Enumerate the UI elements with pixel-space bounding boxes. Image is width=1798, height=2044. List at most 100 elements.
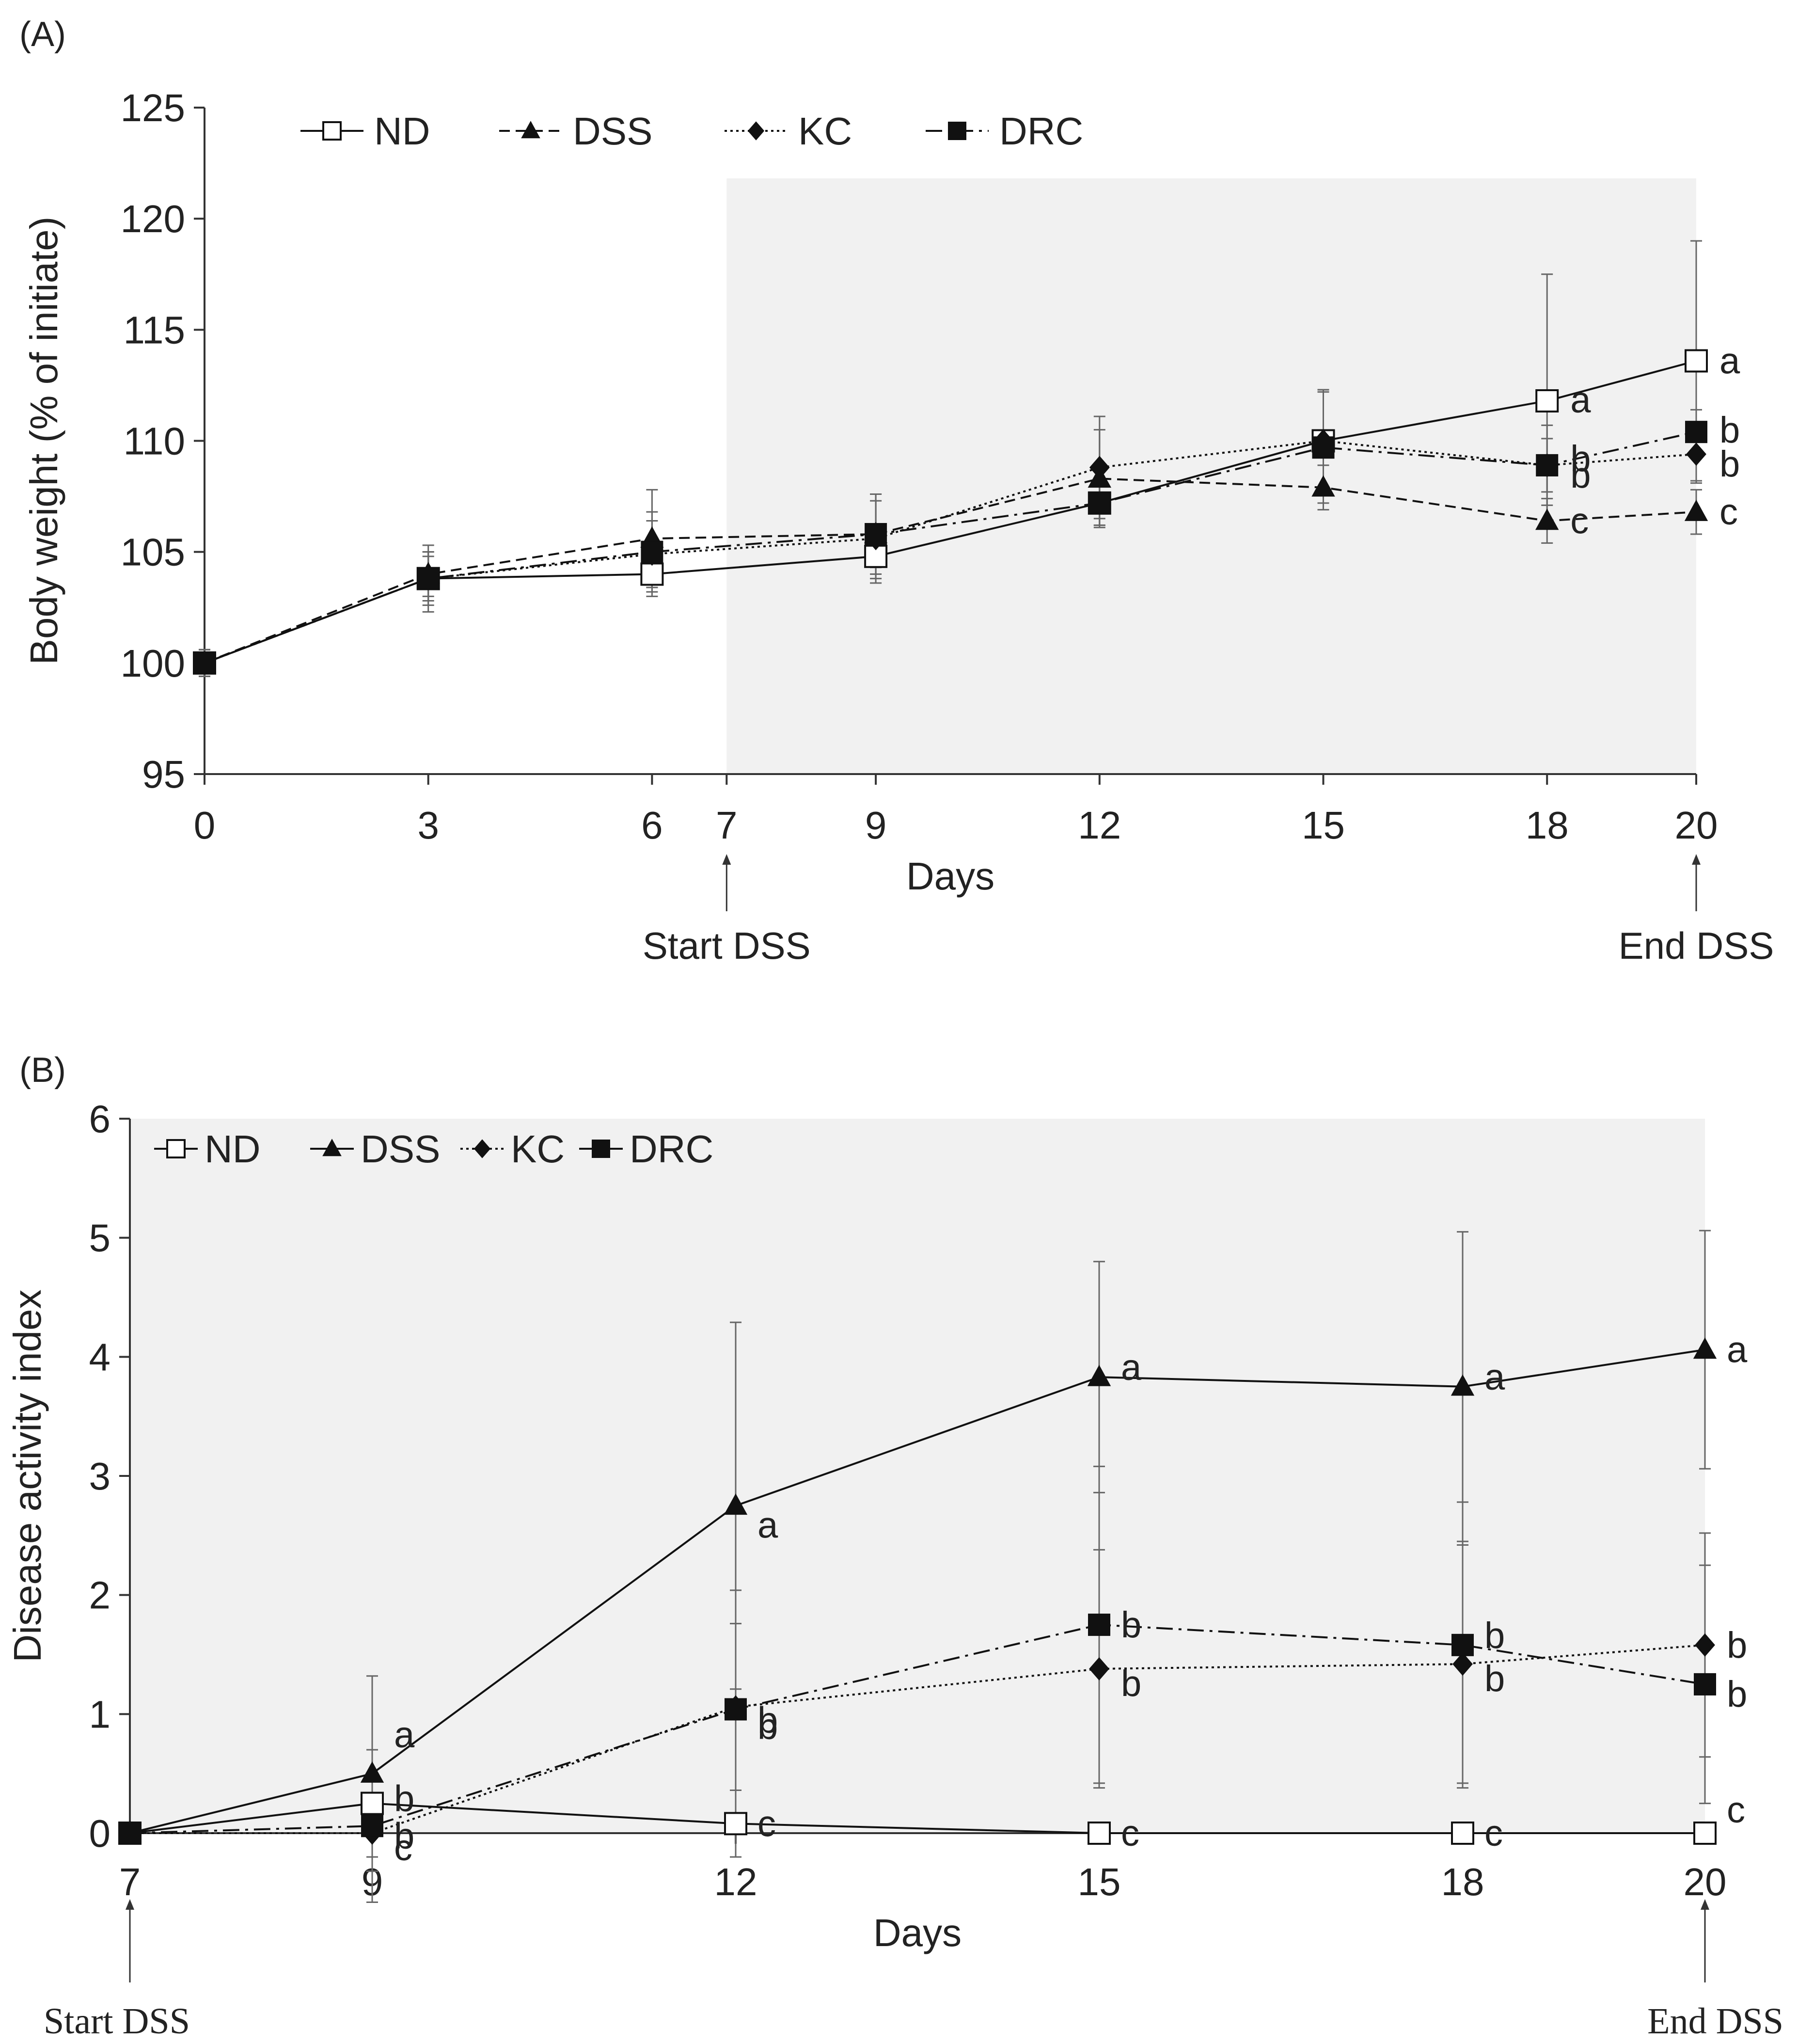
legend: ND DSS KC DRC: [154, 1127, 713, 1171]
point-dss: [1535, 508, 1559, 530]
y-tick-label: 120: [121, 197, 185, 240]
point-drc: [1312, 436, 1335, 459]
panel-label: (A): [19, 15, 66, 54]
point-drc: [1451, 1633, 1474, 1656]
x-axis-label: Days: [873, 1911, 962, 1954]
y-tick-label: 4: [89, 1335, 111, 1379]
y-tick-label: 105: [121, 531, 185, 574]
point-drc: [725, 1698, 747, 1721]
series-line-kc: [130, 1644, 1705, 1834]
y-tick-label: 1: [89, 1693, 111, 1736]
point-nd: [1088, 1822, 1111, 1845]
point-nd: [724, 1812, 747, 1836]
point-kc: [1089, 456, 1110, 479]
annotation-label: End DSS: [1619, 924, 1774, 967]
legend-label-nd: ND: [374, 110, 430, 153]
y-axis-label: Disease activity index: [6, 1289, 49, 1662]
significance-letter: a: [394, 1714, 415, 1756]
x-tick-label: 3: [417, 804, 439, 847]
point-drc: [417, 567, 440, 590]
point-dss: [724, 1493, 748, 1515]
significance-letter: c: [757, 1803, 776, 1844]
x-tick-label: 18: [1441, 1860, 1484, 1903]
significance-letter: a: [1570, 380, 1591, 421]
x-tick-label: 12: [1078, 804, 1121, 847]
point-nd: [1685, 349, 1708, 373]
point-dss: [360, 1761, 384, 1783]
x-tick-label: 0: [194, 804, 216, 847]
legend-label-drc: DRC: [630, 1127, 713, 1171]
point-dss: [1684, 499, 1708, 521]
y-tick-label: 100: [121, 642, 185, 685]
significance-letter: c: [1121, 1813, 1139, 1854]
significance-letter: b: [1719, 410, 1740, 451]
y-tick-label: 0: [89, 1812, 111, 1855]
x-tick-label: 15: [1078, 1860, 1121, 1903]
point-drc: [119, 1822, 141, 1844]
y-tick-label: 110: [123, 420, 185, 463]
panel-a: (A) 95 100 105 110 115 120 125 0 3 6 7 9 12 15 18 20 Days…: [19, 15, 1774, 967]
annotation-label: Start DSS: [44, 2001, 190, 2042]
point-nd: [640, 562, 664, 586]
significance-letter: b: [757, 1706, 778, 1747]
significance-letter: c: [1727, 1790, 1745, 1831]
legend-marker-nd: [322, 121, 342, 141]
point-drc: [865, 523, 887, 545]
legend-label-kc: KC: [511, 1127, 565, 1171]
significance-letter: c: [394, 1827, 412, 1869]
point-dss: [1693, 1337, 1717, 1359]
legend-label-dss: DSS: [361, 1127, 441, 1171]
x-axis-label: Days: [906, 855, 994, 898]
y-tick-label: 125: [121, 86, 185, 129]
point-drc: [1088, 491, 1111, 514]
legend-marker-nd: [166, 1139, 186, 1158]
significance-letter: b: [1727, 1674, 1747, 1715]
arrow-head: [722, 854, 731, 865]
y-tick-label: 5: [89, 1217, 111, 1260]
significance-letter: a: [1121, 1347, 1142, 1388]
significance-letter: a: [757, 1505, 778, 1546]
legend-label-nd: ND: [205, 1127, 261, 1171]
arrow-head: [1692, 854, 1701, 865]
point-drc: [1536, 454, 1559, 476]
significance-letter: a: [1727, 1330, 1748, 1371]
y-tick-label: 115: [123, 308, 185, 351]
point-drc: [193, 651, 216, 674]
point-dss: [1311, 475, 1335, 497]
significance-letter: b: [1121, 1663, 1141, 1704]
annotation-label: End DSS: [1647, 2001, 1783, 2042]
x-tick-label: 6: [641, 804, 663, 847]
series-line-nd: [129, 1802, 1705, 1834]
significance-letter: b: [1719, 444, 1740, 485]
point-kc: [1452, 1652, 1473, 1676]
x-tick-label: 7: [716, 804, 738, 847]
legend-label-drc: DRC: [999, 110, 1083, 153]
significance-letter: b: [1484, 1615, 1505, 1656]
point-kc: [1686, 442, 1706, 466]
legend-marker-dss: [322, 1139, 342, 1157]
series-line-nd: [204, 360, 1697, 664]
point-drc: [641, 540, 663, 563]
legend-marker-dss: [521, 121, 540, 139]
dss-shaded-region: [130, 1119, 1705, 1833]
point-kc: [1695, 1633, 1715, 1657]
significance-letter: a: [1719, 341, 1740, 382]
significance-letter: b: [394, 1815, 414, 1856]
legend-marker-drc: [592, 1140, 610, 1158]
legend-label-dss: DSS: [573, 110, 653, 153]
point-nd: [1693, 1822, 1717, 1845]
significance-letter: b: [1121, 1604, 1141, 1646]
significance-letter: b: [394, 1778, 414, 1820]
point-drc: [1694, 1673, 1716, 1695]
point-dss: [1087, 1364, 1111, 1386]
significance-letter: c: [1570, 501, 1589, 542]
significance-letter: c: [1719, 491, 1738, 533]
significance-letter: a: [1484, 1357, 1505, 1398]
point-drc: [1088, 1614, 1110, 1636]
x-tick-label: 7: [119, 1860, 141, 1903]
significance-letter: b: [1727, 1625, 1747, 1666]
point-nd: [361, 1791, 384, 1815]
x-tick-label: 18: [1526, 804, 1569, 847]
y-tick-label: 2: [89, 1574, 111, 1617]
